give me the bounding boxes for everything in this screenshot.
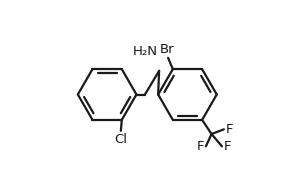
Text: F: F — [225, 123, 233, 136]
Text: F: F — [197, 140, 204, 153]
Text: H₂N: H₂N — [132, 45, 157, 58]
Text: Br: Br — [160, 43, 174, 56]
Text: Cl: Cl — [114, 133, 127, 146]
Text: F: F — [224, 140, 231, 153]
